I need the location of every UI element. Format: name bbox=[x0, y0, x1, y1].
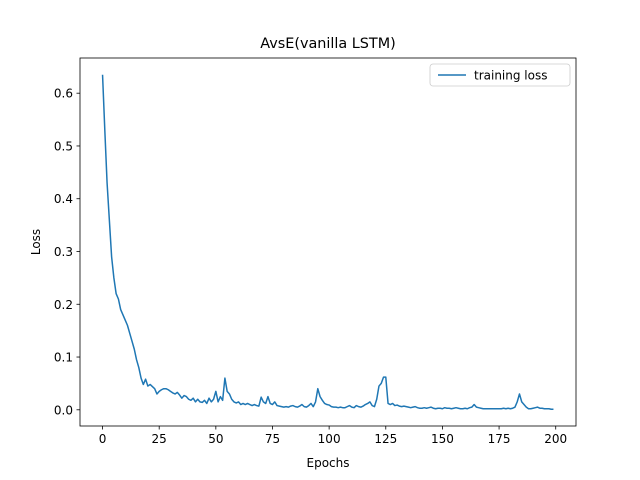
y-axis-label: Loss bbox=[29, 229, 43, 255]
x-tick-label: 25 bbox=[152, 432, 167, 446]
x-tick-label: 100 bbox=[318, 432, 341, 446]
y-tick-label: 0.3 bbox=[54, 245, 73, 259]
x-tick-label: 150 bbox=[431, 432, 454, 446]
legend-box bbox=[429, 63, 571, 87]
plot-frame bbox=[79, 57, 577, 427]
x-tick-label: 50 bbox=[208, 432, 223, 446]
x-tick-label: 75 bbox=[265, 432, 280, 446]
y-tick-label: 0.6 bbox=[54, 87, 73, 101]
y-tick-label: 0.5 bbox=[54, 139, 73, 153]
chart-title: AvsE(vanilla LSTM) bbox=[260, 36, 396, 52]
x-tick-label: 175 bbox=[488, 432, 511, 446]
x-tick-label: 200 bbox=[544, 432, 567, 446]
x-axis-label: Epochs bbox=[307, 456, 350, 470]
legend-label: training loss bbox=[474, 69, 547, 83]
y-tick-label: 0.2 bbox=[54, 298, 73, 312]
x-tick-label: 125 bbox=[374, 432, 397, 446]
data-line bbox=[101, 74, 554, 411]
y-tick-label: 0.4 bbox=[54, 192, 73, 206]
x-tick-label: 0 bbox=[99, 432, 107, 446]
y-tick-label: 0.1 bbox=[54, 351, 73, 365]
y-tick-label: 0.0 bbox=[54, 403, 73, 417]
